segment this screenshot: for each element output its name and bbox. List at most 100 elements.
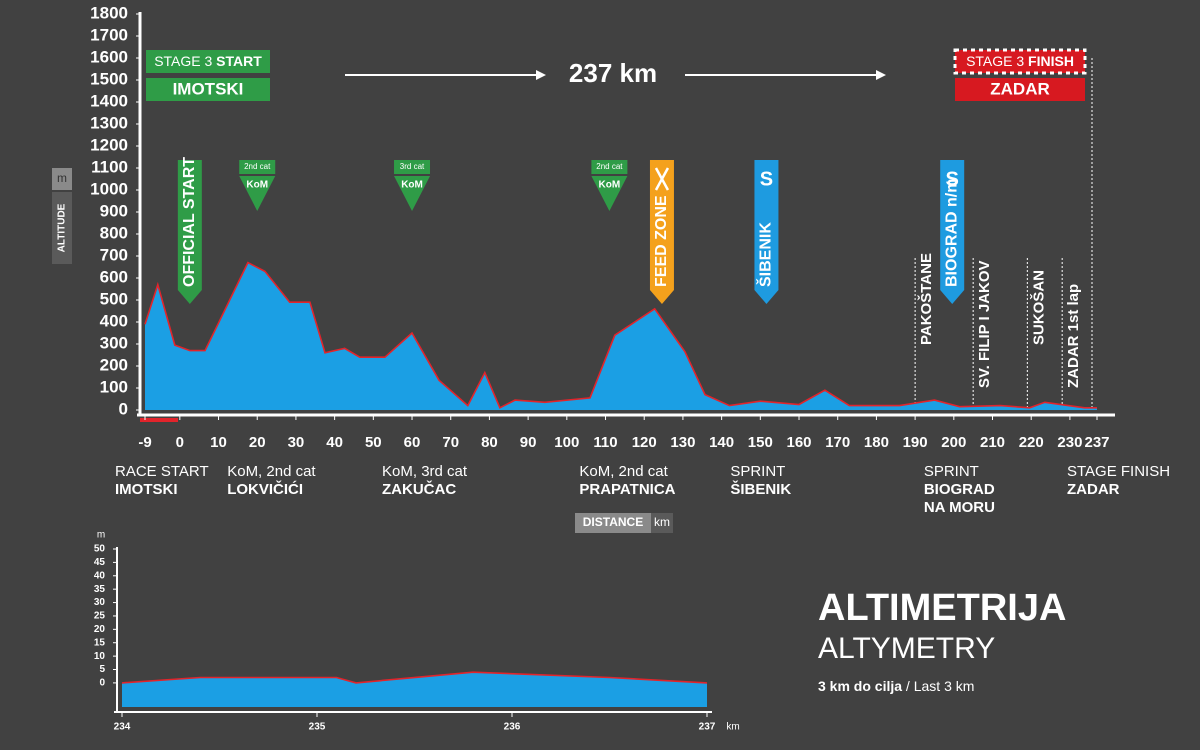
y-tick-label: 1200 (90, 135, 128, 154)
y-tick-label: 1500 (90, 69, 128, 88)
y-tick-label: 500 (100, 289, 128, 308)
marker-flag (177, 160, 202, 304)
y-tick-label: 1100 (91, 157, 128, 176)
y-tick-label: 100 (100, 377, 128, 396)
x-tick-label: 210 (980, 434, 1005, 451)
kom-category-box (394, 160, 431, 174)
marker-flag (940, 160, 965, 304)
area (145, 262, 1097, 410)
y-tick-label: 25 (94, 611, 106, 622)
start-stage: STAGE 3 START (154, 53, 262, 69)
x-tick-label: 30 (288, 434, 305, 451)
section-title: ALTIMETRIJA (818, 587, 1066, 629)
kom-category: 2nd cat (596, 162, 623, 171)
y-tick-label: 600 (100, 267, 128, 286)
kom-label: KoM (401, 180, 423, 191)
y-unit: m (97, 530, 105, 541)
x-tick-label: 237 (699, 722, 716, 733)
y-tick-label: 30 (94, 597, 106, 608)
profile-line (121, 671, 708, 684)
marker-label: ŠIBENIK (756, 222, 775, 287)
stop-line: KoM, 2nd cat (227, 463, 316, 480)
stage-word: FINISH (1028, 53, 1074, 69)
x-tick-label: 220 (1019, 434, 1044, 451)
y-tick-label: 200 (100, 355, 128, 374)
y-tick-label: 1700 (90, 25, 128, 44)
stop-line: KoM, 2nd cat (579, 463, 668, 480)
stop-line: IMOTSKI (115, 481, 178, 498)
y-tick-label: 1300 (90, 113, 128, 132)
finish-town: ZADAR (990, 79, 1050, 98)
section-note: 3 km do cilja / Last 3 km (818, 678, 974, 694)
x-tick-label: 60 (404, 434, 421, 451)
x-tick-label: 40 (326, 434, 343, 451)
y-tick-label: 45 (94, 557, 106, 568)
place-label: ZADAR 1st lap (1065, 284, 1082, 388)
label-box (52, 192, 72, 264)
y-tick-label: 800 (100, 223, 128, 242)
x-tick-label: 150 (748, 434, 773, 451)
y-tick-label: 1000 (90, 179, 128, 198)
y-tick-label: 900 (100, 201, 128, 220)
marker-symbol: S (946, 168, 959, 190)
note: / Last 3 km (902, 678, 974, 694)
x-tick-label: 230 (1057, 434, 1082, 451)
y-tick-label: 300 (100, 333, 128, 352)
y-tick-label: 1600 (90, 47, 128, 66)
x-tick-label: 110 (593, 434, 617, 451)
stop-line: ŠIBENIK (730, 480, 791, 498)
stop-line: STAGE FINISH (1067, 463, 1170, 480)
x-tick-label: 0 (176, 434, 184, 451)
y-tick-label: 400 (100, 311, 128, 330)
arrow-head (536, 70, 546, 80)
kom-label: KoM (246, 180, 268, 191)
kom-marker (591, 176, 628, 211)
y-tick-label: 0 (99, 678, 105, 689)
x-tick-label: 130 (670, 434, 695, 451)
stop-line: LOKVIČIĆI (227, 480, 303, 498)
place-label: SUKOŠAN (1029, 270, 1047, 345)
stop-line: ZAKUČAC (382, 480, 456, 498)
x-tick-label: 20 (249, 434, 266, 451)
stop-line: BIOGRAD (924, 481, 995, 498)
y-tick-label: 0 (119, 399, 128, 418)
x-unit: km (654, 515, 670, 529)
y-tick-label: 35 (94, 584, 106, 595)
unit-box (52, 168, 72, 190)
x-tick-label: -9 (138, 434, 151, 451)
area (122, 672, 707, 707)
x-tick-label: 180 (864, 434, 889, 451)
x-tick-label: 90 (520, 434, 537, 451)
label-box (575, 513, 651, 533)
x-tick-label: 234 (114, 722, 131, 733)
kom-marker (239, 176, 276, 211)
stop-line: RACE START (115, 463, 209, 480)
marker-label: FEED ZONE (653, 195, 670, 287)
x-unit: km (726, 722, 739, 733)
y-tick-label: 20 (94, 624, 106, 635)
x-tick-label: 70 (442, 434, 459, 451)
stop-line: SPRINT (924, 463, 979, 480)
kom-category-box (591, 160, 628, 174)
y-tick-label: 15 (94, 637, 106, 648)
x-tick-label: 190 (903, 434, 928, 451)
y-tick-label: 40 (94, 570, 106, 581)
x-tick-label: 170 (825, 434, 850, 451)
kom-category: 3rd cat (400, 162, 425, 171)
kom-marker (394, 176, 431, 211)
marker-label: BIOGRAD n/m (943, 179, 960, 287)
profile-line (144, 261, 1097, 409)
x-tick-label: 10 (210, 434, 227, 451)
x-tick-label: 100 (554, 434, 579, 451)
distance-title: 237 km (569, 58, 657, 88)
arrow-head (876, 70, 886, 80)
finish-town-banner (955, 78, 1085, 101)
x-tick-label: 200 (941, 434, 966, 451)
y-tick-label: 5 (99, 664, 105, 675)
